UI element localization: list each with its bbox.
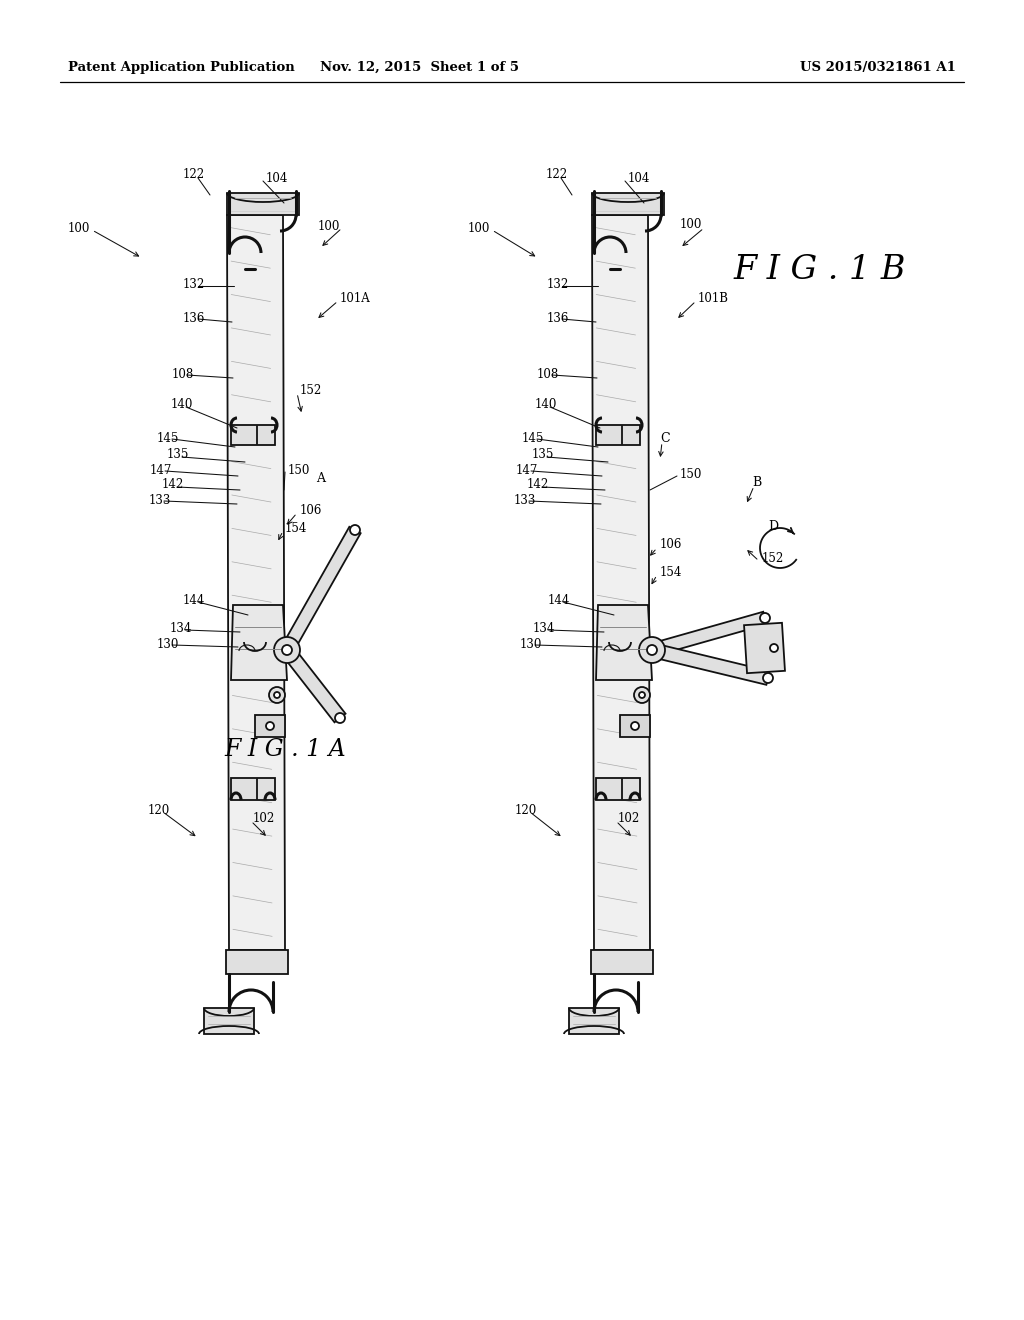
Text: 133: 133 (150, 494, 171, 507)
Text: 144: 144 (183, 594, 206, 606)
Text: 154: 154 (660, 565, 682, 578)
Circle shape (266, 722, 274, 730)
Text: 104: 104 (266, 172, 289, 185)
Text: 120: 120 (515, 804, 538, 817)
Text: 122: 122 (546, 169, 568, 181)
Text: 134: 134 (534, 622, 555, 635)
Polygon shape (650, 611, 767, 656)
Circle shape (274, 692, 280, 698)
Text: 150: 150 (680, 467, 702, 480)
Polygon shape (592, 193, 664, 215)
Polygon shape (255, 715, 285, 737)
Text: B: B (752, 475, 761, 488)
Polygon shape (596, 425, 640, 445)
Polygon shape (592, 215, 650, 950)
Text: 145: 145 (157, 432, 179, 445)
Text: 104: 104 (628, 172, 650, 185)
Text: Nov. 12, 2015  Sheet 1 of 5: Nov. 12, 2015 Sheet 1 of 5 (321, 61, 519, 74)
Text: 150: 150 (288, 463, 310, 477)
Circle shape (631, 722, 639, 730)
Circle shape (350, 525, 360, 535)
Text: 134: 134 (170, 622, 193, 635)
Polygon shape (227, 193, 299, 215)
Text: 140: 140 (171, 399, 194, 412)
Circle shape (335, 713, 345, 723)
Circle shape (639, 638, 665, 663)
Text: D: D (768, 520, 778, 532)
Polygon shape (650, 643, 770, 685)
Text: 106: 106 (300, 503, 323, 516)
Circle shape (634, 686, 650, 704)
Text: 142: 142 (162, 479, 184, 491)
Text: 136: 136 (183, 312, 206, 325)
Text: 101A: 101A (340, 292, 371, 305)
Circle shape (760, 612, 770, 623)
Text: 130: 130 (520, 638, 543, 651)
Text: US 2015/0321861 A1: US 2015/0321861 A1 (800, 61, 956, 74)
Polygon shape (744, 623, 785, 673)
Text: 108: 108 (537, 367, 559, 380)
Text: F I G . 1 A: F I G . 1 A (224, 738, 346, 762)
Polygon shape (596, 605, 652, 680)
Text: 142: 142 (527, 479, 549, 491)
Text: 120: 120 (148, 804, 170, 817)
Polygon shape (227, 215, 285, 950)
Text: 136: 136 (547, 312, 569, 325)
Polygon shape (226, 950, 288, 974)
Text: 100: 100 (68, 222, 90, 235)
Text: 135: 135 (532, 449, 554, 462)
Text: 152: 152 (762, 552, 784, 565)
Text: 101B: 101B (698, 292, 729, 305)
Polygon shape (620, 715, 650, 737)
Text: 147: 147 (516, 463, 539, 477)
Text: 133: 133 (514, 494, 537, 507)
Text: 144: 144 (548, 594, 570, 606)
Text: 147: 147 (150, 463, 172, 477)
Text: 145: 145 (522, 432, 545, 445)
Polygon shape (231, 605, 287, 680)
Polygon shape (282, 645, 345, 722)
Polygon shape (282, 527, 360, 653)
Circle shape (269, 686, 285, 704)
Polygon shape (231, 425, 275, 445)
Circle shape (647, 645, 657, 655)
Text: 100: 100 (680, 219, 702, 231)
Text: 102: 102 (253, 812, 275, 825)
Text: 108: 108 (172, 367, 195, 380)
Text: 132: 132 (183, 279, 205, 292)
Text: F I G . 1 B: F I G . 1 B (734, 253, 906, 286)
Polygon shape (591, 950, 653, 974)
Text: C: C (660, 432, 670, 445)
Text: 154: 154 (285, 521, 307, 535)
Polygon shape (204, 1008, 254, 1034)
Text: 106: 106 (660, 539, 682, 552)
Text: 132: 132 (547, 279, 569, 292)
Polygon shape (231, 777, 275, 800)
Text: 102: 102 (618, 812, 640, 825)
Circle shape (282, 645, 292, 655)
Circle shape (639, 692, 645, 698)
Circle shape (770, 644, 778, 652)
Text: 122: 122 (183, 169, 205, 181)
Polygon shape (596, 777, 640, 800)
Text: 100: 100 (317, 219, 340, 232)
Circle shape (763, 673, 773, 682)
Text: 130: 130 (157, 638, 179, 651)
Text: Patent Application Publication: Patent Application Publication (68, 61, 295, 74)
Text: A: A (316, 471, 325, 484)
Circle shape (274, 638, 300, 663)
Text: 140: 140 (535, 399, 557, 412)
Polygon shape (569, 1008, 618, 1034)
Text: 152: 152 (300, 384, 323, 396)
Text: 135: 135 (167, 449, 189, 462)
Text: 100: 100 (468, 222, 490, 235)
